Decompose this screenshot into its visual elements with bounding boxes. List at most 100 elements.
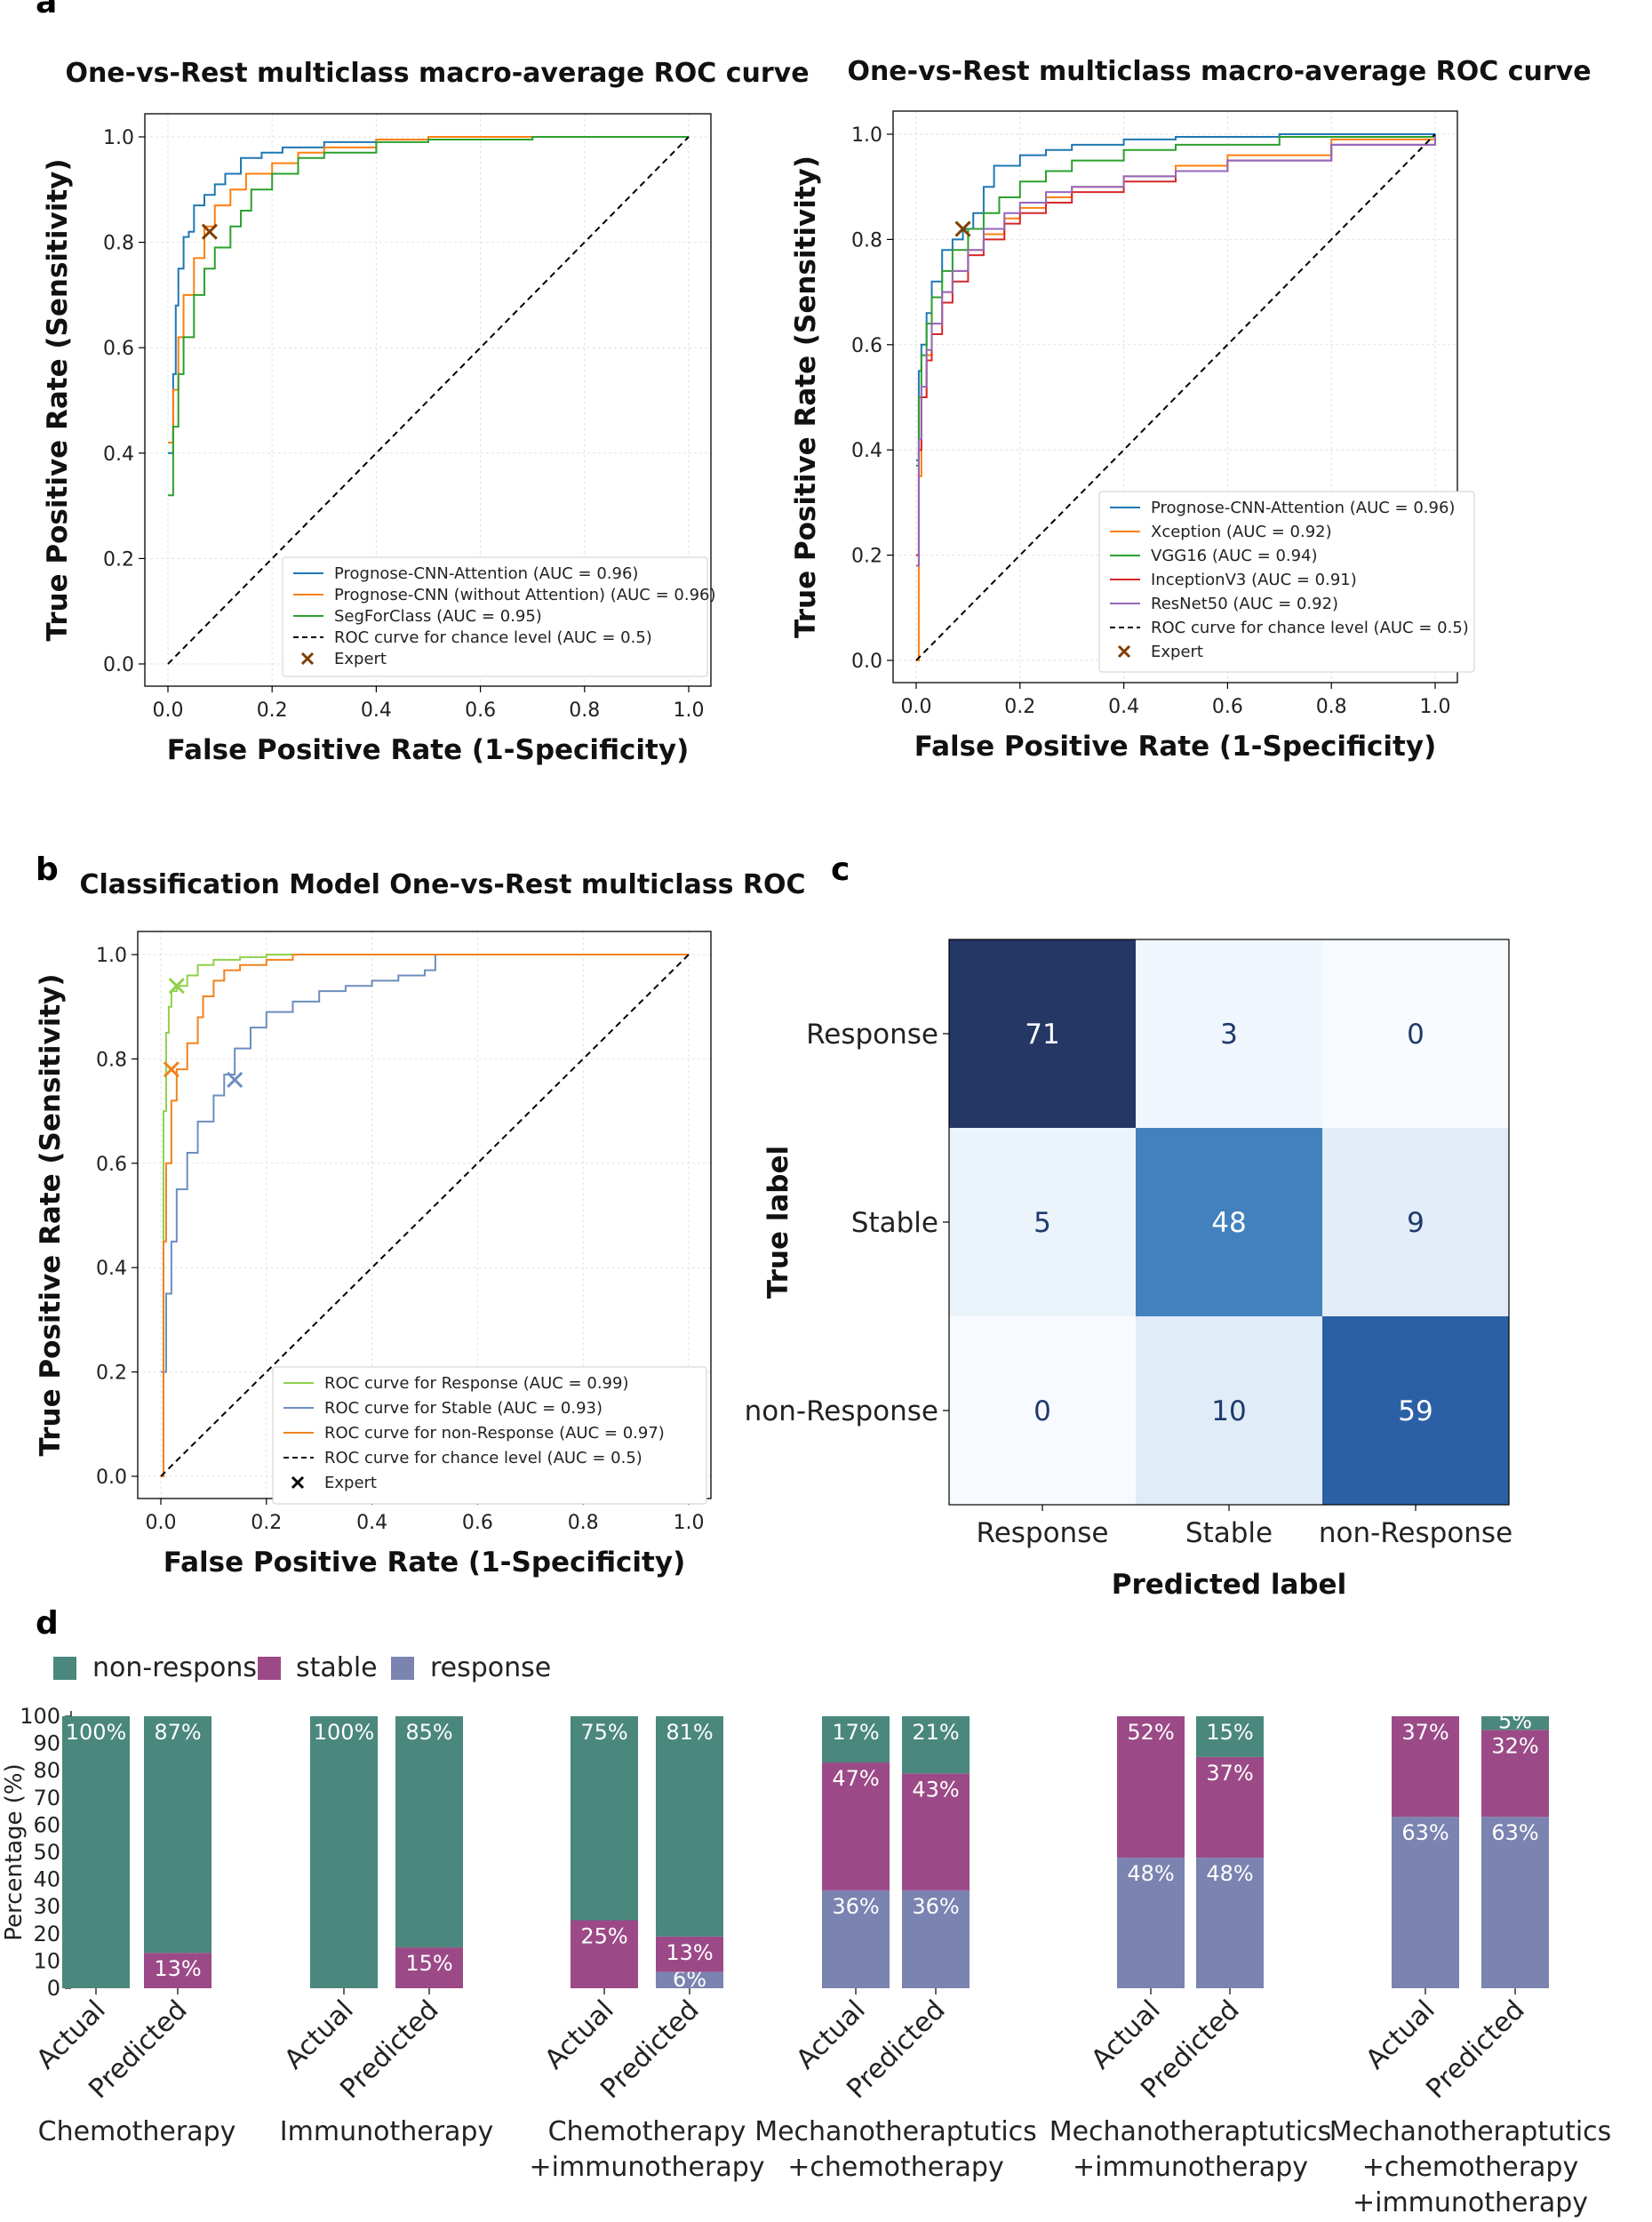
bar-segment-stable xyxy=(822,1762,890,1890)
y-tick-label: 10 xyxy=(33,1948,60,1973)
y-tick-label: 0.2 xyxy=(103,548,134,571)
y-tick-label: 0.8 xyxy=(103,233,134,255)
bar-segment-non-response xyxy=(656,1716,723,1937)
bar-segment-response xyxy=(822,1890,890,1988)
group-label: Immunotherapy xyxy=(280,2116,493,2147)
legend-label: ROC curve for non-Response (AUC = 0.97) xyxy=(324,1424,665,1443)
bar-segment-stable xyxy=(1196,1756,1264,1858)
chart-title: One-vs-Rest multiclass macro-average ROC… xyxy=(847,56,1591,87)
roc-series-line xyxy=(168,136,689,497)
x-axis-label: False Positive Rate (1-Specificity) xyxy=(164,1547,686,1579)
roc-chart-a-left: One-vs-Rest multiclass macro-average ROC… xyxy=(42,58,810,766)
expert-marker-stroke xyxy=(163,1061,180,1078)
bar-value-label: 100% xyxy=(66,1720,127,1745)
legend-box xyxy=(1098,491,1475,673)
expert-marker-stroke xyxy=(168,978,185,995)
panel-letters: a b c d xyxy=(36,0,850,1642)
y-tick-label: 0 xyxy=(47,1976,60,2001)
bar-segment-response xyxy=(902,1890,970,1988)
y-tick-label: 20 xyxy=(33,1922,60,1946)
bar-value-label: 5% xyxy=(1498,1708,1532,1733)
y-tick-label: 50 xyxy=(33,1840,60,1865)
panel-letter-b: b xyxy=(36,851,59,888)
bar-value-label: 52% xyxy=(1127,1720,1174,1745)
legend-label: Expert xyxy=(1151,643,1203,661)
x-tick-label: 0.4 xyxy=(1108,696,1139,718)
group-label: Chemotherapy xyxy=(548,2116,746,2147)
y-tick-label: 0.6 xyxy=(851,335,882,357)
matrix-cell xyxy=(1322,1128,1509,1316)
y-tick-label: 0.4 xyxy=(103,444,134,466)
group-label: +immunotherapy xyxy=(1073,2152,1308,2183)
bar-value-label: 63% xyxy=(1491,1820,1538,1845)
roc-series-line xyxy=(161,954,689,1477)
bar-segment-stable xyxy=(395,1947,463,1988)
chart-title: Classification Model One-vs-Rest multicl… xyxy=(79,869,805,900)
row-label: non-Response xyxy=(745,1395,938,1427)
legend-label: VGG16 (AUC = 0.94) xyxy=(1151,547,1318,565)
legend-label: ROC curve for Stable (AUC = 0.93) xyxy=(324,1399,603,1418)
legend-label: ROC curve for chance level (AUC = 0.5) xyxy=(324,1449,642,1467)
bar-segment-non-response xyxy=(62,1716,130,1988)
expert-marker xyxy=(201,223,218,240)
group-label: Mechanotheraptutics xyxy=(1329,2116,1612,2147)
y-tick-label: 80 xyxy=(33,1758,60,1783)
bar-value-label: 36% xyxy=(912,1894,959,1919)
matrix-cell-value: 48 xyxy=(1211,1207,1246,1239)
roc-series-line xyxy=(161,954,689,1373)
legend-label: ROC curve for chance level (AUC = 0.5) xyxy=(1151,619,1469,637)
legend-label: ResNet50 (AUC = 0.92) xyxy=(1151,595,1338,613)
bar-value-label: 75% xyxy=(580,1720,627,1745)
matrix-cell-value: 59 xyxy=(1398,1395,1433,1427)
legend-box xyxy=(282,556,708,677)
bar-category-label: Predicted xyxy=(1420,1994,1530,2105)
bar-segment-non-response xyxy=(571,1716,638,1921)
group-label: +immunotherapy xyxy=(529,2152,764,2183)
x-tick-label: 0.8 xyxy=(568,1512,599,1534)
confusion-matrix-c: 71 3 0 5 48 9 0 10 59 Response Stable non-Response R… xyxy=(745,939,1512,1601)
bar-value-label: 43% xyxy=(912,1777,959,1802)
x-tick-label: 0.2 xyxy=(257,699,288,722)
x-axis-label: Predicted label xyxy=(1112,1569,1346,1601)
x-tick-label: 0.4 xyxy=(356,1512,387,1534)
roc-series-line xyxy=(916,134,1436,467)
group-label: +chemotherapy xyxy=(787,2152,1003,2183)
y-tick-label: 0.8 xyxy=(851,229,882,252)
x-tick-label: 0.6 xyxy=(465,699,496,722)
legend-label: Prognose-CNN-Attention (AUC = 0.96) xyxy=(334,564,638,583)
y-axis-label: True label xyxy=(762,1146,794,1299)
x-tick-label: 1.0 xyxy=(674,699,705,722)
bar-value-label: 48% xyxy=(1127,1861,1174,1886)
bar-value-label: 32% xyxy=(1491,1733,1538,1758)
legend-box xyxy=(272,1366,707,1505)
bar-segment-response xyxy=(1392,1817,1459,1988)
legend-swatch xyxy=(391,1657,414,1680)
y-tick-label: 90 xyxy=(33,1731,60,1756)
bar-value-label: 37% xyxy=(1401,1720,1448,1745)
roc-series-line xyxy=(167,136,690,665)
legend-swatch xyxy=(300,651,315,666)
x-tick-label: 1.0 xyxy=(1420,696,1451,718)
bar-segment-response xyxy=(656,1971,723,1988)
column-label: Response xyxy=(977,1517,1109,1549)
legend-label: response xyxy=(430,1652,551,1683)
y-tick-label: 1.0 xyxy=(851,124,882,147)
bar-value-label: 63% xyxy=(1401,1820,1448,1845)
matrix-cell-value: 0 xyxy=(1407,1019,1425,1051)
bar-category-label: Actual xyxy=(1360,1994,1441,2075)
bar-segment-response xyxy=(1481,1817,1549,1988)
legend-label: Prognose-CNN (without Attention) (AUC = … xyxy=(334,586,716,604)
bar-value-label: 13% xyxy=(666,1940,713,1965)
column-label: non-Response xyxy=(1319,1517,1512,1549)
expert-marker-stroke xyxy=(201,223,218,240)
bar-segment-non-response xyxy=(310,1716,378,1988)
x-tick-label: 0.8 xyxy=(569,699,600,722)
bar-segment-non-response xyxy=(144,1716,211,1954)
group-label: Mechanotheraptutics xyxy=(754,2116,1037,2147)
bar-value-label: 21% xyxy=(912,1720,959,1745)
roc-series-line xyxy=(161,954,689,1477)
bar-segment-stable xyxy=(144,1953,211,1988)
panel-letter-c: c xyxy=(831,851,850,888)
bar-value-label: 37% xyxy=(1206,1761,1253,1786)
